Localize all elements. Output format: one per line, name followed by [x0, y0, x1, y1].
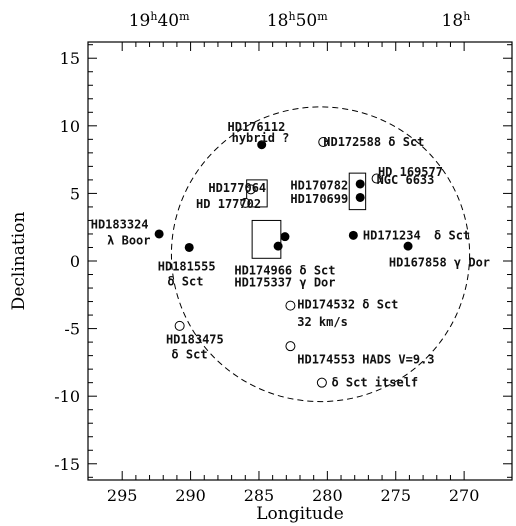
- y-tick-label: -5: [64, 320, 80, 339]
- open-star-marker: [240, 197, 251, 208]
- open-star-marker: [316, 377, 327, 388]
- y-tick-label: 10: [60, 117, 80, 136]
- x-tick-label: 270: [449, 486, 480, 505]
- star-label: HD183475: [166, 332, 224, 346]
- star-label: HD174966 δ Sct: [234, 263, 335, 277]
- x-tick-label: 290: [175, 486, 206, 505]
- filled-star-marker: [355, 179, 365, 189]
- group-box: [348, 172, 367, 211]
- open-star-marker: [285, 341, 296, 352]
- star-label: HD167858 γ Dor: [389, 255, 490, 269]
- field-of-view-circle: [170, 106, 471, 403]
- star-label: hybrid ?: [232, 131, 290, 145]
- star-label: HD172588 δ Sct: [323, 135, 424, 149]
- filled-star-marker: [348, 230, 358, 240]
- group-box: [246, 179, 268, 208]
- y-axis-label: Declination: [9, 212, 29, 311]
- star-label: HD 169577: [378, 165, 443, 179]
- x-tick-label: 295: [107, 486, 138, 505]
- top-tick-digits: 50: [296, 11, 318, 31]
- star-label: HD177064: [208, 181, 266, 195]
- y-tick-label: 15: [60, 49, 80, 68]
- star-label: HD 177702: [196, 197, 261, 211]
- star-label: HD174553 HADS V=9.3: [297, 353, 434, 367]
- group-box: [251, 219, 282, 259]
- y-tick-label: 0: [70, 252, 80, 271]
- highlight-boxes: [246, 172, 367, 259]
- star-label: λ Boor: [107, 234, 150, 248]
- filled-star-marker: [154, 229, 164, 239]
- y-tick-labels: 15 10 5 0 -5 -10 -15: [54, 49, 80, 474]
- open-star-marker: [371, 173, 382, 184]
- star-label: HD170782: [290, 178, 348, 192]
- top-tick-superscript: h: [288, 10, 295, 23]
- filled-star-marker: [280, 232, 290, 242]
- top-tick-digits: 18: [442, 11, 464, 31]
- axis-ticks: [88, 42, 512, 480]
- filled-star-marker: [355, 192, 365, 202]
- open-star-marker: [245, 184, 256, 195]
- star-label: HD181555: [158, 259, 216, 273]
- filled-star-marker: [403, 241, 413, 251]
- star-label: HD174532 δ Sct: [297, 297, 398, 311]
- top-ra-tick-labels: 19h40m 18h50m 18h: [129, 10, 471, 32]
- open-star-marker: [174, 320, 185, 331]
- y-tick-label: 5: [70, 184, 80, 203]
- top-tick-superscript: m: [317, 10, 328, 23]
- star-label: δ Sct itself: [331, 376, 418, 390]
- star-label: HD183324: [91, 218, 149, 232]
- top-tick-digits: 40: [157, 11, 179, 31]
- star-label: δ Sct: [171, 347, 207, 361]
- star-label: HD176112: [228, 120, 286, 134]
- x-axis-label: Longitude: [256, 504, 344, 524]
- x-tick-label: 280: [312, 486, 343, 505]
- top-tick-superscript: h: [463, 10, 470, 23]
- filled-star-marker: [273, 241, 283, 251]
- y-tick-label: -10: [54, 387, 80, 406]
- star-label: NGC 6633: [377, 173, 435, 187]
- top-tick-superscript: m: [179, 10, 190, 23]
- y-tick-label: -15: [54, 455, 80, 474]
- star-label: δ Sct: [167, 274, 203, 288]
- star-label: 32 km/s: [297, 315, 348, 329]
- open-star-marker: [318, 137, 329, 148]
- star-label: HD170699: [290, 192, 348, 206]
- star-label: HD171234: [363, 228, 421, 242]
- top-tick-superscript: h: [150, 10, 157, 23]
- top-tick-digits: 19: [129, 11, 151, 31]
- open-star-marker: [285, 300, 296, 311]
- top-tick-label: 18h50m: [267, 10, 328, 32]
- x-tick-labels: 295 290 285 280 275 270: [107, 486, 479, 505]
- x-tick-label: 285: [244, 486, 275, 505]
- star-label: δ Sct: [434, 228, 470, 242]
- x-tick-label: 275: [380, 486, 411, 505]
- top-tick-digits: 18: [267, 11, 289, 31]
- top-tick-label: 18h: [442, 10, 471, 32]
- top-tick-label: 19h40m: [129, 10, 190, 32]
- star-label: HD175337 γ Dor: [234, 276, 335, 290]
- field-circle: [170, 106, 471, 403]
- star-markers: [154, 137, 413, 388]
- filled-star-marker: [184, 242, 194, 252]
- filled-star-marker: [257, 140, 267, 150]
